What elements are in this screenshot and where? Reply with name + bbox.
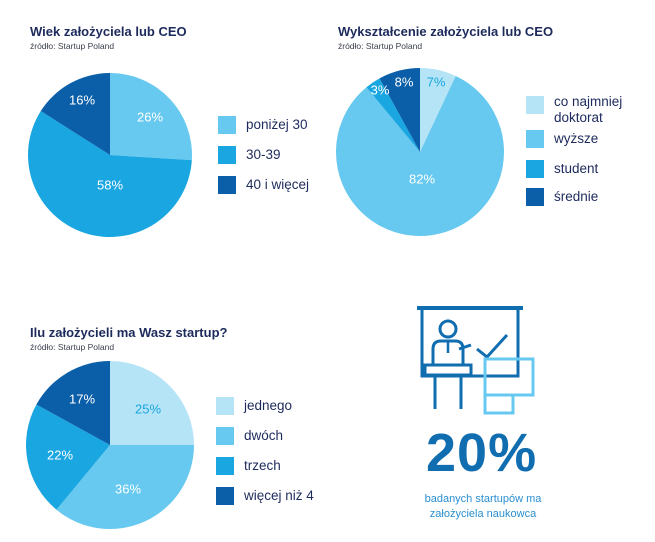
slice-value-label: 22% — [47, 447, 73, 462]
pie-slice-30-39 — [28, 111, 192, 237]
slice-value-label: 17% — [69, 391, 95, 406]
legend-item: poniżej 30 — [218, 116, 308, 134]
pie-slice-więcej-niż-4 — [36, 361, 110, 445]
legend-swatch — [218, 176, 236, 194]
pie-slice-40-i-więcej — [40, 73, 111, 155]
legend-swatch — [526, 160, 544, 178]
legend-label: trzech — [244, 458, 281, 473]
legend-label: poniżej 30 — [246, 117, 308, 132]
chart-founders-title: Ilu założycieli ma Wasz startup? — [30, 325, 228, 340]
pie-slice-student — [366, 78, 420, 152]
legend-label: jednego — [244, 398, 293, 413]
chart-education-title: Wykształcenie założyciela lub CEO — [338, 24, 554, 39]
stat-caption-line2: założyciela naukowca — [429, 508, 537, 520]
slice-value-label: 26% — [137, 109, 163, 124]
legend-swatch — [218, 146, 236, 164]
pie-slice-dwóch — [56, 445, 194, 529]
legend-label: więcej niż 4 — [244, 488, 314, 503]
legend-swatch — [218, 116, 236, 134]
legend-swatch — [526, 188, 544, 206]
legend-item: trzech — [216, 457, 281, 475]
legend-item: średnie — [526, 188, 598, 206]
legend-item: więcej niż 4 — [216, 487, 314, 505]
legend-label: dwóch — [244, 428, 284, 443]
legend-item: wyższe — [526, 130, 598, 148]
legend-label: co najmniej doktorat — [554, 94, 623, 125]
pie-slice-wyższe — [336, 75, 504, 237]
legend-label: średnie — [554, 189, 599, 204]
slice-value-label: 58% — [97, 177, 123, 192]
slice-value-label: 82% — [409, 171, 435, 186]
legend-label: 30-39 — [246, 147, 281, 162]
chart-age-source: źródło: Startup Poland — [30, 41, 115, 51]
stat-caption-line1: badanych startupów ma — [424, 493, 542, 505]
chart-education-source: źródło: Startup Poland — [338, 41, 423, 51]
pie-slice-poniżej-30 — [110, 73, 192, 161]
legend-item: student — [526, 160, 598, 178]
legend-swatch — [216, 427, 234, 445]
legend-item: 40 i więcej — [218, 176, 309, 194]
legend-swatch — [216, 457, 234, 475]
legend-item: dwóch — [216, 427, 283, 445]
legend-label: wyższe — [554, 131, 599, 146]
legend-label: 40 i więcej — [246, 177, 310, 192]
pie-slice-co-najmniej-doktorat — [420, 68, 456, 152]
legend-swatch — [216, 487, 234, 505]
legend-swatch — [526, 130, 544, 148]
pie-slice-trzech — [25, 404, 110, 510]
legend-swatch — [526, 96, 544, 114]
pie-slice-średnie — [379, 68, 420, 152]
legend-item: co najmniej doktorat — [526, 94, 654, 126]
slice-value-label: 3% — [371, 82, 390, 97]
stat-caption: badanych startupów ma założyciela naukow… — [383, 492, 583, 522]
slice-value-label: 25% — [135, 401, 161, 416]
legend-label: student — [554, 161, 599, 176]
slice-value-label: 36% — [115, 481, 141, 496]
presenter-chart-icon — [417, 306, 535, 415]
slice-value-label: 8% — [395, 74, 414, 89]
slice-value-label: 7% — [427, 74, 446, 89]
chart-founders-source: źródło: Startup Poland — [30, 342, 115, 352]
slice-value-label: 16% — [69, 92, 95, 107]
chart-age-title: Wiek założyciela lub CEO — [30, 24, 187, 39]
pie-slice-jednego — [110, 361, 194, 445]
legend-item: 30-39 — [218, 146, 281, 164]
legend-swatch — [216, 397, 234, 415]
stat-value: 20% — [426, 423, 538, 483]
legend-item: jednego — [216, 397, 292, 415]
